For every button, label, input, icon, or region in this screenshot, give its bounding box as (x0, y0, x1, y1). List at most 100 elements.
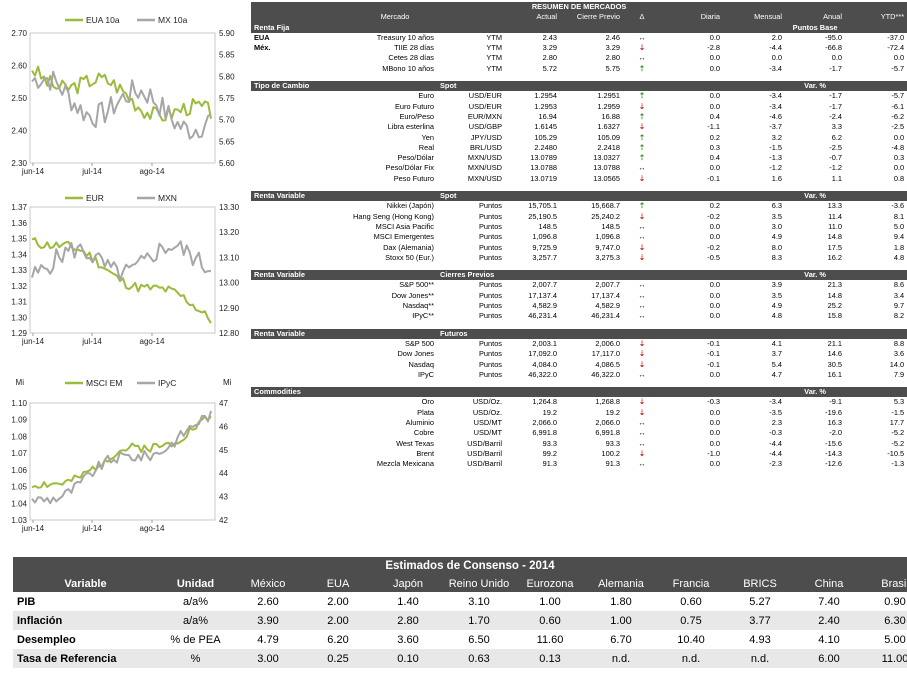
instrument-name: Peso Futuro (393, 173, 434, 183)
instrument-name: TIIE 28 días (394, 43, 434, 53)
arrow-flat-icon: ↔ (638, 163, 646, 173)
value-actual: 46,231.4 (528, 311, 557, 321)
value-actual: 105.29 (534, 132, 557, 142)
left-axis-tick: 2.50 (11, 94, 27, 103)
change-ytd: 5.0 (893, 221, 905, 231)
arrow-flat-icon: ↔ (638, 417, 646, 427)
header-9: BRICS (725, 575, 795, 592)
row-group (251, 201, 285, 211)
value-actual: 2.2480 (534, 142, 557, 152)
value-actual: 3.29 (542, 43, 557, 53)
value-previous: 6,991.8 (595, 428, 620, 438)
section-subtitle: Futuros (437, 328, 623, 339)
arrow-down-icon: ⇣ (638, 211, 646, 221)
variable-label: Tasa de Referencia (13, 649, 158, 668)
row-group (251, 91, 285, 101)
change-daily: 0.0 (709, 280, 720, 290)
change-ytd: 9.7 (893, 301, 905, 311)
series-line-1 (31, 410, 212, 505)
change-monthly: -4.4 (769, 448, 782, 458)
instrument-name: Aluminio (405, 417, 434, 427)
arrow-down-icon: ⇣ (638, 101, 646, 111)
change-annual: 11.0 (828, 221, 842, 231)
x-axis-tick: jun-14 (21, 167, 45, 176)
row-group (251, 360, 285, 370)
right-axis-tick: 12.80 (219, 329, 240, 338)
change-ytd: -10.5 (887, 448, 905, 458)
instrument-name: IPyC** (412, 311, 434, 321)
change-monthly: 4.7 (771, 369, 782, 379)
left-axis-tick: 2.70 (11, 29, 27, 38)
section-subtitle (437, 387, 623, 398)
change-monthly: 6.3 (771, 201, 782, 211)
change-daily: 0.0 (709, 301, 720, 311)
change-annual: -14.3 (825, 448, 842, 458)
change-annual: 14.6 (827, 349, 842, 359)
section-name: Renta Variable (251, 328, 437, 339)
section-header-row: Renta Variable Futuros (251, 328, 907, 339)
trend-arrow-cell: ⇡ (623, 64, 661, 74)
consensus-value: 0.13 (515, 649, 585, 668)
col-delta: Δ (623, 12, 661, 23)
change-daily: 0.0 (709, 101, 720, 111)
market-row: Dow Jones Puntos 17,092.0 17,117.0 ⇣ -0.1 3.7 1… (251, 349, 907, 359)
right-axis-tick: 42 (219, 516, 228, 525)
section-unit: Var. % (723, 387, 907, 398)
change-daily: 0.0 (709, 407, 720, 417)
row-group (251, 408, 285, 418)
market-row: Oro USD/Oz. 1,264.8 1,268.8 ⇣ -0.3 -3.4 -9.1 5.3 (251, 397, 907, 407)
change-monthly: 4.8 (771, 311, 782, 321)
value-previous: 4,582.9 (595, 301, 620, 311)
arrow-flat-icon: ↔ (638, 232, 646, 242)
legend-label: IPyC (158, 378, 176, 388)
trend-arrow-cell: ⇣ (623, 349, 661, 359)
change-ytd: -6.1 (891, 101, 905, 111)
trend-arrow-cell: ⇡ (623, 112, 661, 122)
change-ytd: 7.9 (893, 369, 905, 379)
instrument-unit: USD/Oz. (472, 397, 502, 407)
change-ytd: 14.0 (889, 359, 905, 369)
x-axis-tick: jun-14 (21, 337, 45, 346)
consensus-value: 11.00 (863, 649, 907, 668)
change-monthly: -3.4 (769, 63, 782, 73)
change-monthly: -1.5 (769, 142, 782, 152)
value-previous: 105.09 (597, 132, 620, 142)
change-daily: -0.1 (707, 338, 720, 348)
section-header-row: Renta Variable Spot Var. % (251, 191, 907, 202)
instrument-name: Real (418, 142, 434, 152)
arrow-flat-icon: ↔ (638, 428, 646, 438)
left-axis-tick: 1.07 (11, 449, 27, 458)
value-actual: 1,096.8 (532, 232, 557, 242)
market-row: Dax (Alemania) Puntos 9,725.9 9,747.0 ⇣ -0.2 8… (251, 243, 907, 253)
trend-arrow-cell: ↔ (623, 291, 661, 301)
header-5: Reino Unido (443, 575, 515, 592)
value-previous: 1.6327 (597, 122, 620, 132)
row-group (251, 222, 285, 232)
row-group (251, 212, 285, 222)
consensus-table: Estimados de Consenso - 2014 Variable Uni… (13, 557, 907, 668)
trend-arrow-cell: ⇡ (623, 201, 661, 211)
market-row: Dow Jones** Puntos 17,137.4 17,137.4 ↔ 0.0 3.5… (251, 291, 907, 301)
market-row: Stoxx 50 (Eur.) Puntos 3,257.7 3,275.3 ⇣ -0.5… (251, 253, 907, 263)
change-daily: 0.2 (709, 132, 720, 142)
row-group (251, 122, 285, 132)
row-group (251, 459, 285, 469)
trend-arrow-cell: ↔ (623, 459, 661, 469)
row-group (251, 370, 285, 380)
change-monthly: -2.3 (769, 459, 782, 469)
change-ytd: -6.2 (891, 111, 905, 121)
arrow-up-icon: ⇡ (638, 153, 646, 163)
col-anual: Anual (785, 12, 845, 23)
row-group (251, 280, 285, 290)
value-actual: 2,066.0 (532, 417, 557, 427)
consensus-value: % de PEA (170, 633, 221, 646)
section-subtitle: Spot (437, 81, 623, 92)
change-ytd: 5.3 (893, 397, 905, 407)
market-column-header-row: Mercado Actual Cierre Previo Δ Diaria Mensual… (251, 12, 907, 23)
right-axis-tick: 5.65 (219, 137, 235, 146)
right-axis-tick: 43 (219, 493, 228, 502)
left-axis-tick: 1.34 (11, 250, 27, 259)
value-actual: 1.6145 (534, 122, 557, 132)
change-annual: 14.8 (827, 290, 842, 300)
value-previous: 2,066.0 (595, 417, 620, 427)
